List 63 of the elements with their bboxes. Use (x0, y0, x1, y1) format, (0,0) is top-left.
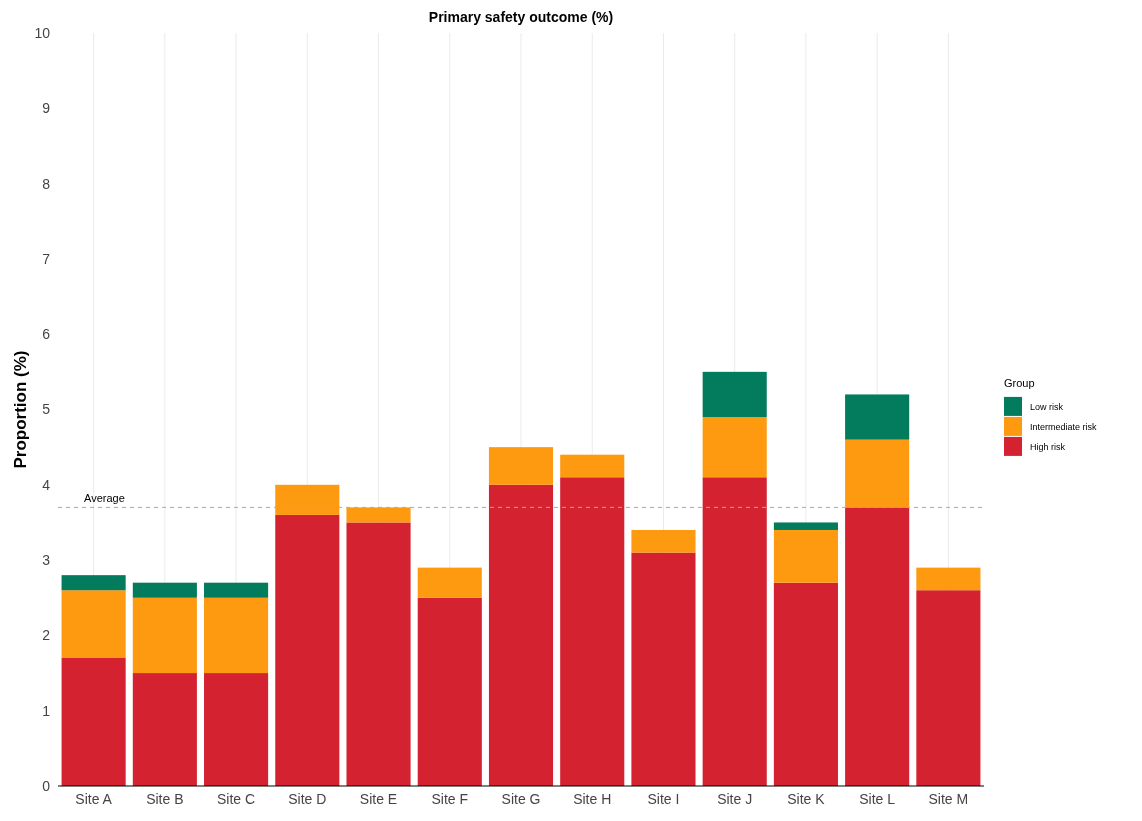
bar (275, 514, 340, 786)
bar (275, 484, 340, 515)
bar (560, 454, 625, 478)
bar (132, 597, 197, 674)
x-tick-label: Site L (859, 791, 896, 807)
bar (132, 582, 197, 598)
bar (773, 529, 838, 583)
bar (702, 371, 767, 418)
x-tick-label: Site C (217, 791, 256, 807)
x-tick-label: Site G (501, 791, 541, 807)
x-tick-label: Site B (146, 791, 184, 807)
x-tick-label: Site I (647, 791, 680, 807)
ref-line-label: Average (84, 492, 125, 505)
y-tick-label: 10 (34, 24, 51, 41)
bar (631, 552, 696, 786)
legend-title: Group (1004, 376, 1035, 389)
legend-label: High risk (1030, 442, 1066, 453)
x-tick-label: Site J (717, 791, 753, 807)
chart-title: Primary safety outcome (%) (428, 9, 614, 25)
y-tick-label: 7 (42, 250, 51, 267)
bar (61, 575, 126, 591)
bar (702, 477, 767, 786)
bar (417, 567, 482, 598)
y-tick-label: 5 (42, 401, 51, 418)
y-axis-title: Proportion (%) (11, 350, 30, 469)
bar (417, 597, 482, 786)
bar (346, 507, 411, 523)
y-tick-label: 3 (42, 552, 51, 568)
y-tick-label: 9 (42, 100, 51, 117)
bar (845, 439, 910, 508)
y-tick-label: 1 (42, 702, 51, 719)
bar (845, 394, 910, 440)
y-tick-label: 8 (42, 175, 51, 192)
y-tick-label: 6 (42, 326, 51, 343)
bar (916, 590, 981, 786)
x-tick-label: Site E (359, 791, 398, 807)
bar (773, 522, 838, 530)
y-tick-label: 4 (42, 476, 51, 493)
bar (488, 447, 554, 485)
x-tick-label: Site M (928, 791, 969, 807)
bar (845, 507, 910, 786)
bar (61, 657, 126, 786)
x-tick-label: Site A (75, 791, 113, 807)
bar (132, 673, 197, 786)
legend-label: Low risk (1030, 402, 1064, 413)
bar (204, 673, 269, 786)
bar (631, 529, 696, 553)
x-tick-label: Site D (288, 791, 327, 807)
y-tick-label: 0 (42, 777, 51, 794)
bar (61, 590, 126, 658)
bar (204, 582, 269, 598)
bar (204, 597, 269, 674)
x-tick-label: Site H (573, 791, 612, 807)
legend-label: Intermediate risk (1030, 422, 1098, 433)
bar (916, 567, 981, 591)
bar (560, 477, 625, 786)
y-tick-label: 2 (42, 627, 51, 644)
bar (702, 417, 767, 478)
bar (488, 484, 554, 786)
bar (346, 522, 411, 786)
bar (773, 582, 838, 786)
x-tick-label: Site F (431, 791, 469, 807)
x-tick-label: Site K (787, 791, 826, 807)
